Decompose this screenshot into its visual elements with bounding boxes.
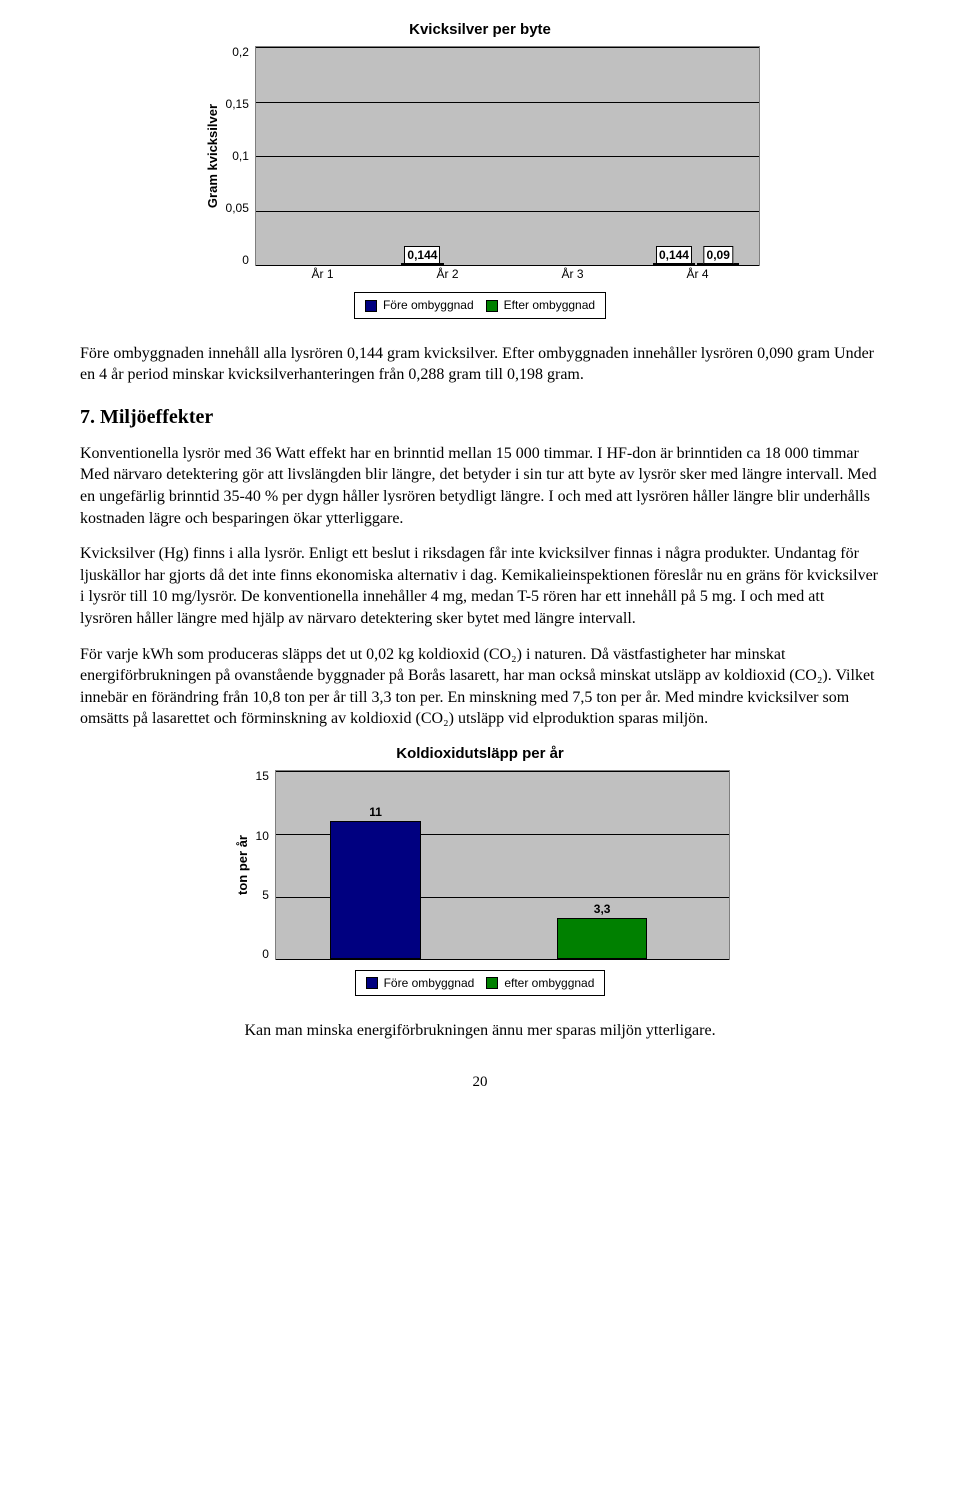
body-para-3: För varje kWh som produceras släpps det … [80, 644, 880, 730]
legend-swatch-1 [365, 300, 377, 312]
chart1-legend: Före ombyggnad Efter ombyggnad [354, 292, 606, 318]
page-number: 20 [80, 1072, 880, 1092]
chart2-legend: Före ombyggnad efter ombyggnad [355, 970, 606, 996]
chart1-legend-series2: Efter ombyggnad [486, 297, 595, 313]
legend-label-2: efter ombyggnad [504, 975, 594, 991]
legend-swatch-2 [486, 300, 498, 312]
chart2-legend-series1: Före ombyggnad [366, 975, 475, 991]
legend-swatch-1 [366, 977, 378, 989]
chart2-yticks: 151050 [256, 770, 275, 960]
chart2: ton per år 151050 113,3 Före ombyggnad e… [230, 770, 730, 996]
chart1-xticks: År 1År 2År 3År 4 [200, 266, 760, 282]
chart1-legend-series1: Före ombyggnad [365, 297, 474, 313]
section-heading: 7. Miljöeffekter [80, 404, 880, 431]
body-para-1: Konventionella lysrör med 36 Watt effekt… [80, 443, 880, 529]
legend-label-1: Före ombyggnad [383, 297, 474, 313]
legend-label-2: Efter ombyggnad [504, 297, 595, 313]
intro-paragraph: Före ombyggnaden innehåll alla lysrören … [80, 343, 880, 386]
chart1-plot: 0,1440,1440,09 [255, 46, 760, 266]
closing-paragraph: Kan man minska energiförbrukningen ännu … [80, 1020, 880, 1042]
chart1: Gram kvicksilver 0,20,150,10,050 0,1440,… [200, 46, 760, 318]
chart1-ylabel: Gram kvicksilver [200, 104, 226, 208]
chart2-title: Koldioxidutsläpp per år [80, 744, 880, 764]
body-para-2: Kvicksilver (Hg) finns i alla lysrör. En… [80, 543, 880, 629]
chart1-yticks: 0,20,150,10,050 [226, 46, 255, 266]
chart2-plot: 113,3 [275, 770, 730, 960]
chart2-ylabel: ton per år [230, 835, 256, 895]
legend-label-1: Före ombyggnad [384, 975, 475, 991]
chart2-legend-series2: efter ombyggnad [486, 975, 594, 991]
chart1-title: Kvicksilver per byte [80, 20, 880, 40]
legend-swatch-2 [486, 977, 498, 989]
